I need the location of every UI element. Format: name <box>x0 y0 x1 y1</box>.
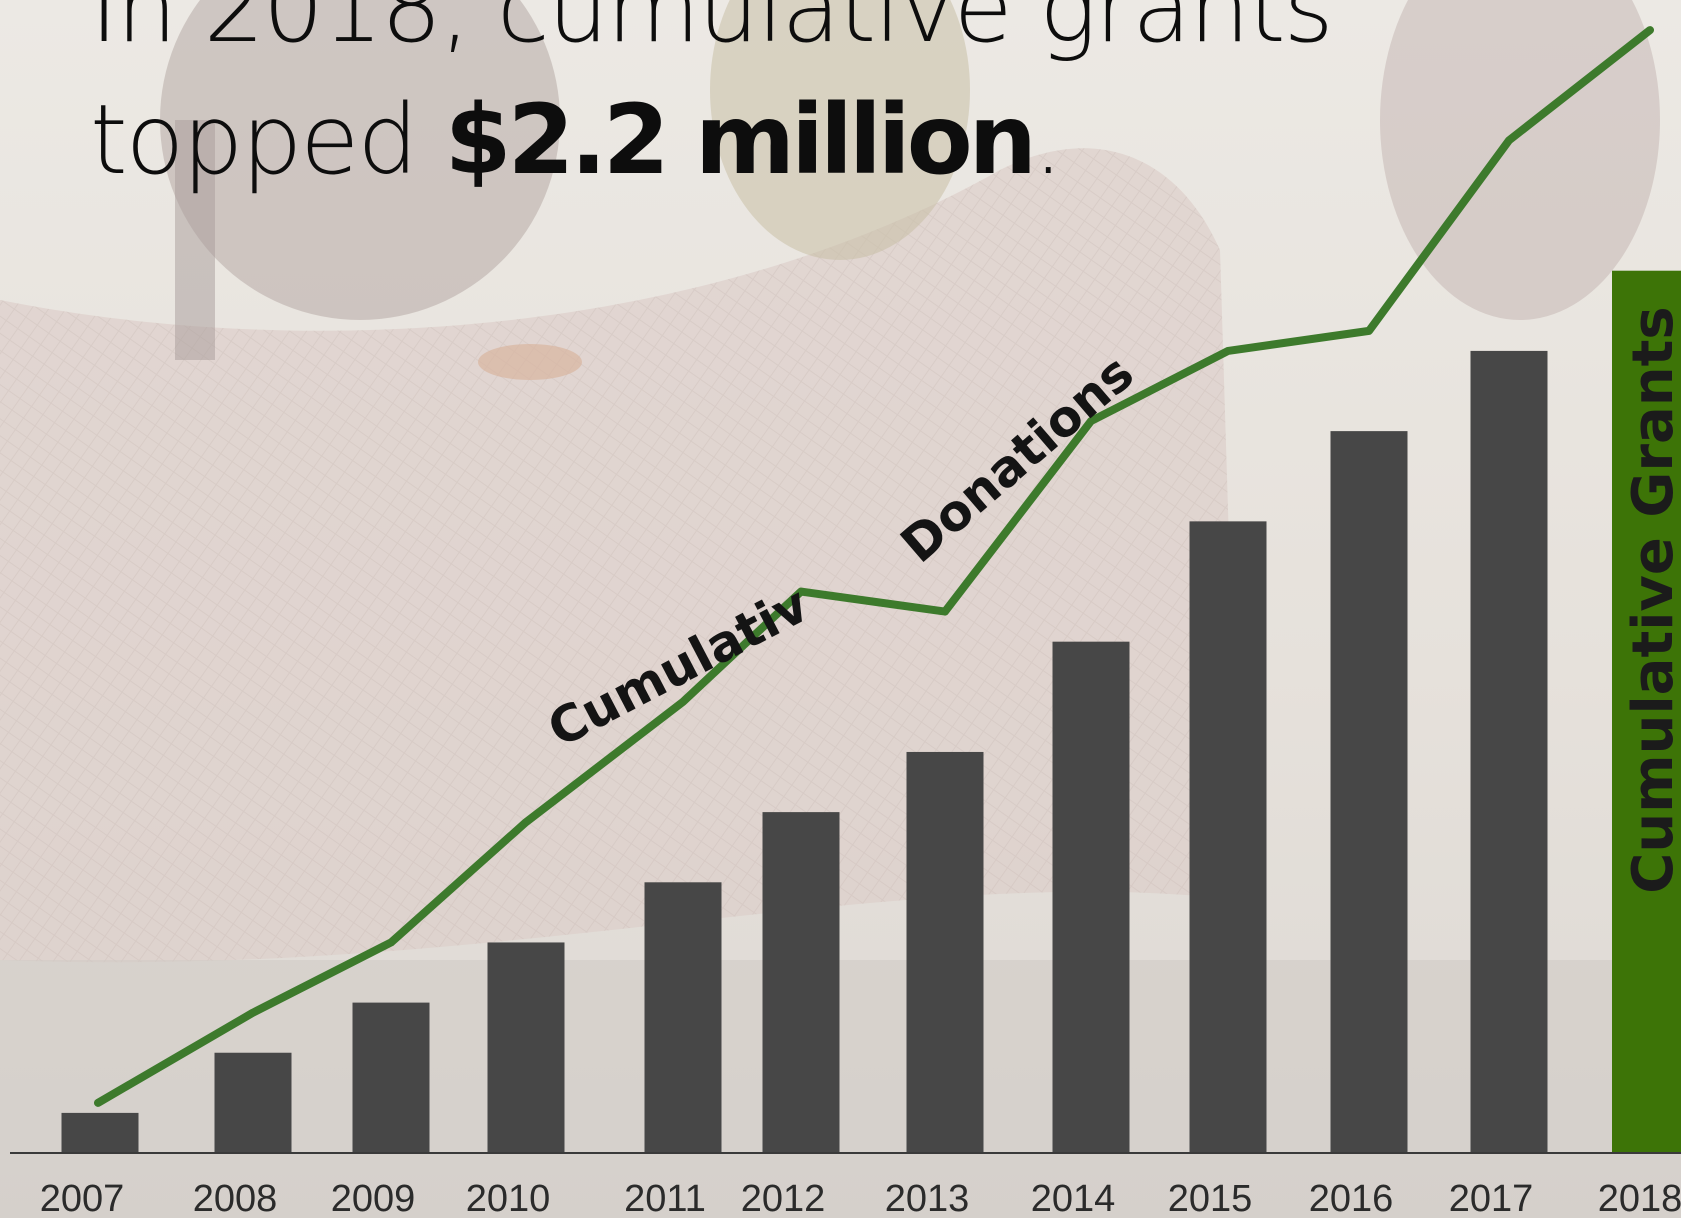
bar-2017 <box>1470 350 1548 1153</box>
bar-2007 <box>61 1112 139 1153</box>
headline-prefix: topped <box>90 84 445 196</box>
tick-label-2012: 2012 <box>741 1178 826 1218</box>
tick-label-2007: 2007 <box>40 1178 125 1218</box>
headline-amount: $2.2 million <box>444 84 1037 196</box>
bar-2012 <box>762 812 840 1153</box>
x-axis-ticks: 2007 2008 2009 2010 2011 2012 2013 2014 2015 2016… <box>40 1178 1681 1218</box>
bar-2015 <box>1189 521 1267 1153</box>
headline-line-2: topped $2.2 million. <box>90 74 1570 206</box>
bar-2016 <box>1330 431 1408 1154</box>
donations-label-word-1: Cumulative <box>0 0 818 759</box>
cumulative-grants-label: Cumulative Grants <box>1621 306 1681 893</box>
bars-layer <box>61 270 1681 1154</box>
cumulative-donations-line <box>94 26 1654 1107</box>
bar-2010 <box>487 942 565 1153</box>
tick-label-2015: 2015 <box>1168 1178 1253 1218</box>
tick-label-2016: 2016 <box>1309 1178 1394 1218</box>
headline: In 2018, cumulative grants topped $2.2 m… <box>90 0 1570 206</box>
bar-2011 <box>644 882 722 1153</box>
bar-2013 <box>906 751 984 1153</box>
bar-2009 <box>352 1002 430 1153</box>
fisherman-figure-left <box>160 0 560 320</box>
donations-label-word-2: Donations <box>890 344 1145 575</box>
bar-2018 <box>1612 270 1681 1153</box>
tick-label-2010: 2010 <box>466 1178 551 1218</box>
headline-period: . <box>1033 84 1063 196</box>
tick-label-2017: 2017 <box>1449 1178 1534 1218</box>
fisherman-figure-right <box>710 0 970 260</box>
tick-label-2013: 2013 <box>885 1178 970 1218</box>
bar-2014 <box>1052 641 1130 1153</box>
tick-label-2009: 2009 <box>331 1178 416 1218</box>
bar-2008 <box>214 1052 292 1153</box>
tick-label-2018: 2018 <box>1598 1178 1681 1218</box>
tick-label-2008: 2008 <box>193 1178 278 1218</box>
headline-line-1: In 2018, cumulative grants <box>90 0 1334 64</box>
tick-label-2011: 2011 <box>624 1178 706 1218</box>
tick-label-2014: 2014 <box>1031 1178 1116 1218</box>
